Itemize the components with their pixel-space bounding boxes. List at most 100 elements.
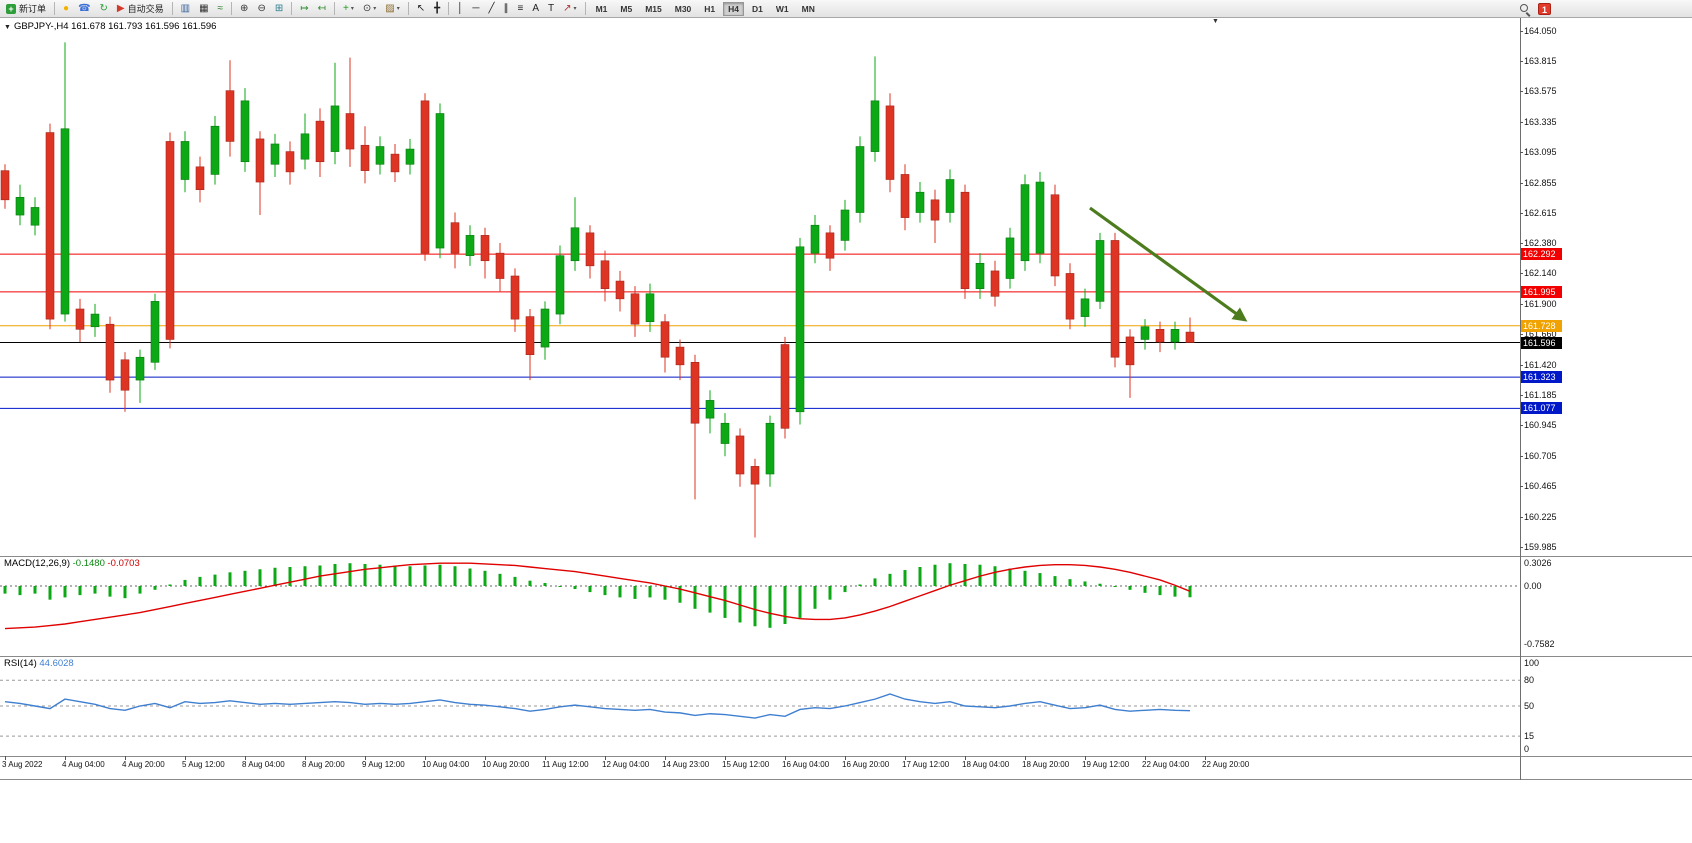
panel-separator [0, 756, 1692, 757]
macd-axis-label: 0.00 [1524, 581, 1542, 591]
price-level-lines[interactable] [0, 253, 1520, 409]
time-axis-label: 15 Aug 12:00 [722, 760, 770, 769]
trendline-icon: ╱ [488, 2, 495, 14]
rsi-axis-label: 100 [1524, 658, 1540, 668]
trendline-icon[interactable]: ╱ [485, 0, 499, 17]
window-bottom-border [0, 779, 1692, 780]
macd-panel-canvas[interactable] [0, 556, 1520, 656]
price-axis-tick [1520, 213, 1523, 215]
timeframe-h1-button[interactable]: H1 [704, 3, 716, 14]
vertical-line-icon[interactable]: │ [453, 0, 467, 17]
text-icon: A [532, 2, 540, 14]
horizontal-line-icon[interactable]: ─ [468, 0, 483, 17]
text-icon[interactable]: A [528, 0, 543, 17]
timeframe-h4-button[interactable]: H4 [723, 1, 745, 16]
search-icon[interactable] [1519, 3, 1532, 16]
line-chart-icon: ≈ [217, 2, 224, 14]
arrow-objects-icon[interactable]: ↗ ▾ [559, 0, 580, 17]
chart-window: ▼ GBPJPY-,H4 161.678 161.793 161.596 161.… [0, 18, 1692, 780]
time-axis-tick [1145, 756, 1146, 760]
time-axis-tick [5, 756, 6, 760]
zoom-in-icon[interactable]: ⊕ [236, 0, 252, 17]
crosshair-icon[interactable]: ╋ [430, 0, 444, 17]
text-label-icon[interactable]: T [544, 0, 558, 17]
price-axis-tick [1520, 152, 1523, 154]
time-axis-tick [785, 756, 786, 760]
rsi-panel-canvas[interactable] [0, 656, 1520, 756]
new-order-button[interactable]: + 新订单 [2, 0, 50, 17]
time-axis-tick [245, 756, 246, 760]
price-axis-tick [1520, 242, 1523, 244]
auto-trading-button-label: 自动交易 [127, 4, 164, 14]
timeframe-m5-button[interactable]: M5 [620, 3, 633, 14]
price-level-tag: 161.728 [1521, 319, 1562, 332]
chart-shift-icon: ↤ [317, 2, 326, 14]
time-axis-tick [125, 756, 126, 760]
timeframe-d1-button[interactable]: D1 [752, 3, 763, 14]
price-axis-tick [1520, 182, 1523, 184]
price-axis-tick [1520, 364, 1523, 366]
timeframe-m30-button[interactable]: M30 [674, 3, 692, 14]
timeframe-mn-button[interactable]: MN [801, 3, 815, 14]
chart-shift-marker[interactable]: ▼ [1212, 18, 1219, 25]
collapse-icon[interactable]: ▼ [4, 24, 11, 31]
notification-badge: 1 [1538, 3, 1552, 15]
time-axis-tick [545, 756, 546, 760]
time-axis-label: 18 Aug 20:00 [1022, 760, 1070, 769]
trend-arrow-object[interactable] [1089, 206, 1248, 322]
time-axis-tick [605, 756, 606, 760]
timeframe-m1-button[interactable]: M1 [595, 3, 608, 14]
macd-name: MACD(12,26,9) [4, 558, 70, 569]
price-axis-tick [1520, 303, 1523, 305]
templates-icon[interactable]: ▨ ▾ [381, 0, 403, 17]
price-axis-label: 160.945 [1524, 420, 1557, 431]
rsi-axis-label: 80 [1524, 675, 1535, 686]
auto-scroll-icon[interactable]: ↦ [296, 0, 312, 17]
timeframe-w1-button[interactable]: W1 [775, 3, 789, 14]
fibonacci-icon[interactable]: ≡ [514, 0, 528, 17]
indicators-icon: + [343, 2, 349, 14]
line-chart-icon[interactable]: ≈ [214, 0, 228, 17]
refresh-icon[interactable]: ↻ [96, 0, 112, 17]
price-axis-label: 163.815 [1524, 55, 1557, 66]
time-axis-tick [365, 756, 366, 760]
auto-trading-icon: ▶ [116, 2, 125, 14]
price-chart-canvas[interactable] [0, 18, 1520, 556]
candlestick-chart-icon[interactable]: ▦ [195, 0, 212, 17]
indicators-icon[interactable]: + ▾ [339, 0, 358, 17]
periods-icon[interactable]: ⊙ ▾ [359, 0, 380, 17]
notifications-icon[interactable]: ● [59, 0, 73, 17]
vertical-line-icon: │ [457, 2, 464, 14]
zoom-out-icon[interactable]: ⊖ [253, 0, 269, 17]
toolbar-separator [448, 2, 450, 15]
new-order-icon: + [6, 3, 16, 14]
tile-windows-icon[interactable]: ⊞ [271, 0, 287, 17]
time-axis-tick [185, 756, 186, 760]
price-axis-label: 163.095 [1524, 147, 1557, 158]
chart-symbol-period: GBPJPY-,H4 [13, 21, 69, 32]
time-axis-tick [65, 756, 66, 760]
panel-separator[interactable] [0, 556, 1692, 557]
cursor-icon[interactable]: ↖ [413, 0, 429, 17]
panel-separator[interactable] [0, 656, 1692, 657]
price-axis-label: 159.985 [1524, 542, 1557, 552]
rsi-axis-label: 50 [1524, 701, 1535, 711]
notifications-icon: ● [63, 2, 70, 14]
bar-chart-icon[interactable]: ▥ [177, 0, 194, 17]
bid-price-tag: 161.596 [1521, 336, 1562, 349]
chart-shift-icon[interactable]: ↤ [314, 0, 330, 17]
time-axis-label: 19 Aug 12:00 [1082, 760, 1130, 769]
price-axis-label: 164.050 [1524, 26, 1557, 36]
price-level-tag: 161.323 [1521, 371, 1562, 384]
equidistant-channel-icon[interactable]: ∥ [500, 0, 513, 17]
auto-trading-button[interactable]: ▶ 自动交易 [113, 0, 168, 17]
price-level-tag: 161.995 [1521, 285, 1562, 298]
timeframe-m15-button[interactable]: M15 [645, 3, 662, 14]
horizontal-line-icon: ─ [472, 2, 480, 14]
chart-ohlc-values: 161.678 161.793 161.596 161.596 [71, 21, 217, 32]
support-icon[interactable]: ☎ [74, 0, 94, 17]
dropdown-arrow-icon: ▾ [573, 6, 577, 12]
crosshair-icon: ╋ [434, 2, 441, 14]
time-axis-label: 11 Aug 12:00 [542, 760, 589, 769]
candlesticks [0, 42, 1195, 538]
